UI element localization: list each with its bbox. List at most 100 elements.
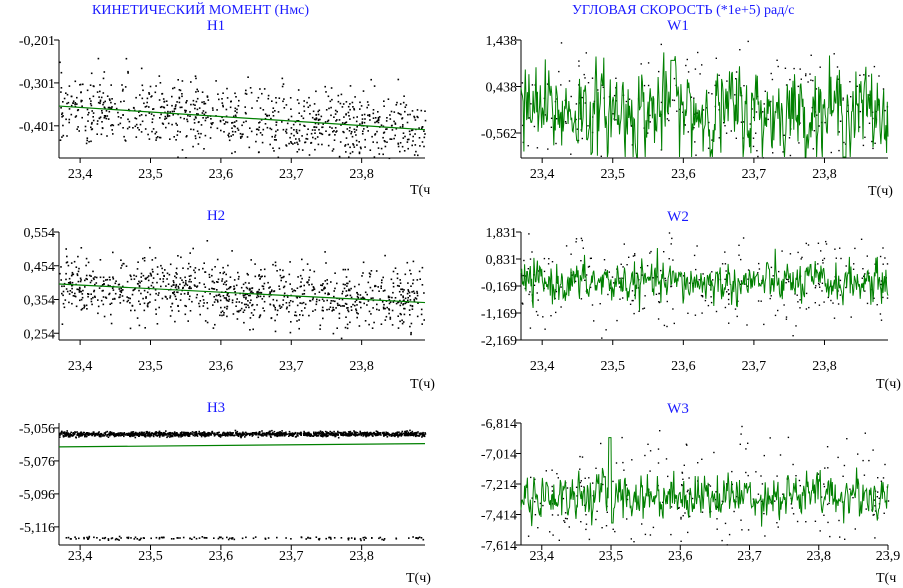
data-point <box>102 92 105 94</box>
data-point <box>314 129 316 131</box>
data-point <box>241 537 244 540</box>
data-point <box>269 127 271 130</box>
data-point <box>595 467 597 469</box>
data-point <box>397 315 399 317</box>
data-point <box>138 129 140 131</box>
data-point <box>275 130 277 133</box>
data-point <box>182 536 185 539</box>
data-point <box>866 255 868 257</box>
data-point <box>236 111 238 114</box>
data-point <box>105 431 107 434</box>
data-point <box>409 269 411 272</box>
data-point <box>181 279 183 281</box>
data-point <box>85 264 87 267</box>
x-tick-label: 23,8 <box>349 359 374 374</box>
data-point <box>864 290 866 292</box>
data-point <box>644 295 646 297</box>
data-point <box>65 537 68 539</box>
data-point <box>678 506 680 509</box>
data-point <box>111 124 113 126</box>
data-point <box>307 281 309 284</box>
data-point <box>133 107 135 109</box>
data-point <box>308 276 311 279</box>
data-point <box>564 512 567 514</box>
data-point <box>388 433 390 436</box>
data-point <box>203 537 206 539</box>
data-point <box>259 277 261 280</box>
data-point <box>820 250 822 252</box>
data-point <box>61 285 63 288</box>
data-point <box>357 293 359 296</box>
data-point <box>658 70 660 73</box>
data-point <box>276 434 278 437</box>
data-point <box>842 97 844 99</box>
data-point <box>189 115 191 117</box>
data-point <box>139 281 141 284</box>
data-point <box>271 433 273 435</box>
data-point <box>822 259 824 261</box>
data-point <box>602 483 604 486</box>
data-point <box>70 95 73 98</box>
data-point <box>322 431 324 434</box>
data-point <box>213 537 215 539</box>
data-point <box>219 295 222 298</box>
data-point <box>333 432 335 435</box>
data-point <box>177 310 180 312</box>
data-point <box>671 99 674 101</box>
data-point <box>396 284 399 287</box>
data-point <box>244 111 247 114</box>
data-point <box>144 327 146 329</box>
data-point <box>308 96 310 99</box>
data-point <box>239 132 242 135</box>
data-point <box>701 296 704 298</box>
data-point <box>170 435 172 438</box>
data-point <box>400 113 402 116</box>
data-point <box>600 442 602 445</box>
data-point <box>393 120 395 123</box>
data-point <box>353 434 356 436</box>
data-point <box>409 304 412 307</box>
data-point <box>346 307 348 309</box>
data-point <box>134 288 136 290</box>
data-point <box>186 120 189 123</box>
data-point <box>823 514 825 516</box>
data-point <box>380 147 383 150</box>
data-point <box>570 253 572 255</box>
data-point <box>317 110 319 113</box>
data-point <box>128 434 131 437</box>
data-point <box>837 78 839 80</box>
data-point <box>528 293 530 296</box>
data-point <box>140 131 143 133</box>
data-point <box>272 115 275 117</box>
data-point <box>320 432 323 434</box>
data-point <box>271 100 273 102</box>
data-point <box>747 529 750 531</box>
y-tick-label: -0,301 <box>19 77 55 92</box>
data-point <box>196 113 198 115</box>
data-point <box>78 286 81 289</box>
data-point <box>364 434 367 437</box>
data-point <box>104 100 106 103</box>
data-point <box>371 135 373 138</box>
data-point <box>385 120 388 122</box>
data-point <box>148 112 151 114</box>
data-point <box>139 94 141 96</box>
data-point <box>362 130 364 133</box>
data-point <box>285 132 288 134</box>
data-point <box>580 485 583 487</box>
data-point <box>643 307 646 309</box>
data-point <box>198 107 201 109</box>
data-point <box>154 432 156 435</box>
data-point <box>187 114 189 117</box>
data-point <box>354 131 356 133</box>
data-point <box>226 299 229 302</box>
data-point <box>385 434 387 436</box>
data-point <box>173 86 176 89</box>
data-point <box>130 309 132 312</box>
data-point <box>313 432 315 435</box>
data-point <box>174 434 176 436</box>
data-point <box>314 122 317 125</box>
data-point <box>726 544 728 546</box>
data-point <box>631 299 633 302</box>
data-point <box>340 93 343 96</box>
